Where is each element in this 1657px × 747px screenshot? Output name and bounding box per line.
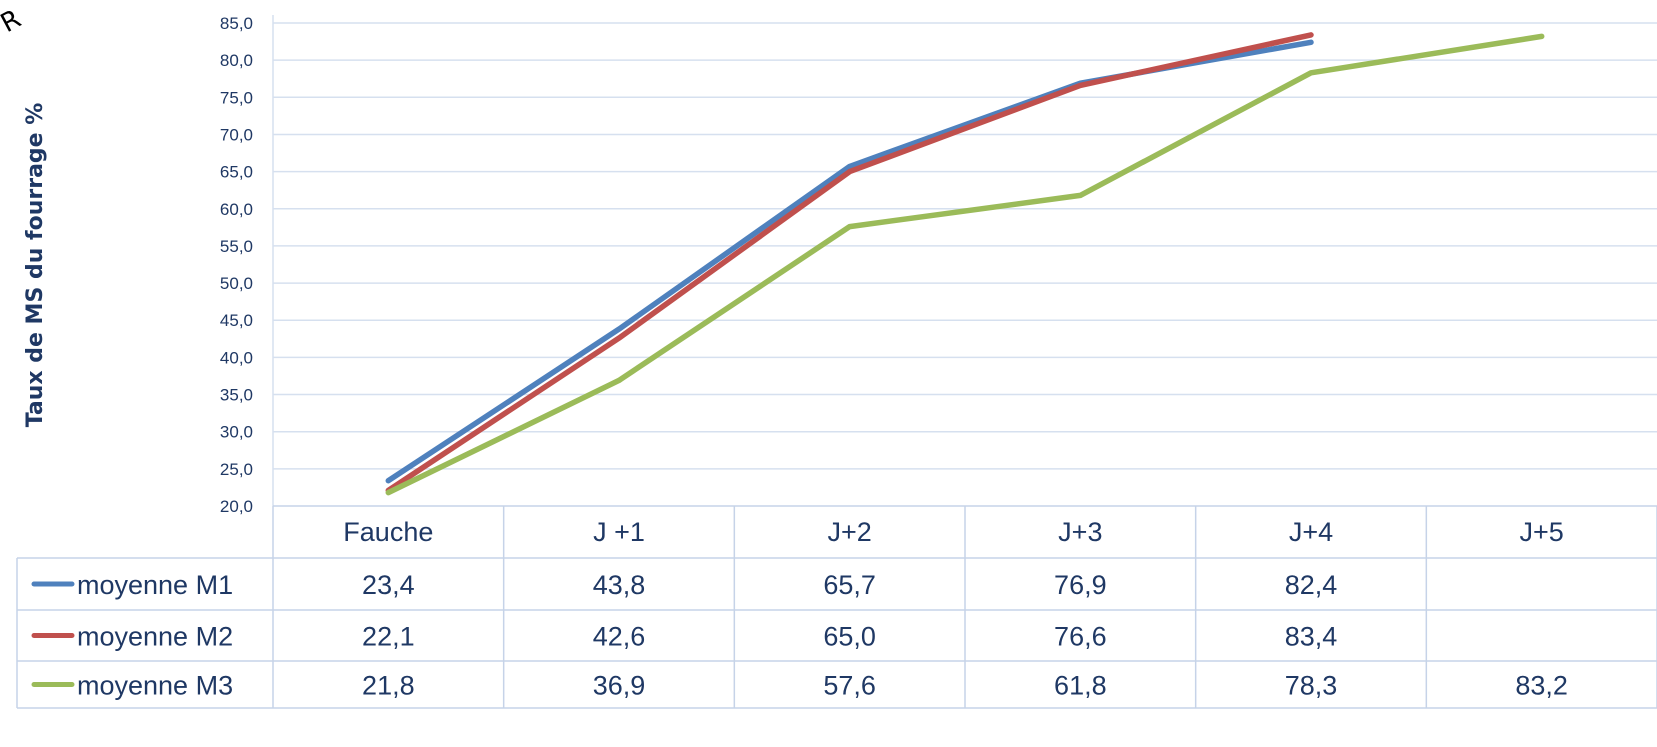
y-tick-label: 30,0 [220, 423, 253, 442]
corner-text: R [0, 4, 26, 39]
y-tick-label: 85,0 [220, 14, 253, 33]
data-cell: 57,6 [823, 671, 876, 701]
series-line [385, 32, 1314, 494]
data-cell: 76,6 [1054, 622, 1107, 652]
data-cell: 83,2 [1515, 671, 1568, 701]
y-tick-label: 45,0 [220, 311, 253, 330]
series-name: moyenne M1 [77, 570, 233, 600]
data-cell: 23,4 [362, 570, 415, 600]
y-tick-label: 20,0 [220, 497, 253, 516]
category-label: J+2 [828, 517, 872, 547]
category-label: Fauche [343, 517, 433, 547]
gridlines [272, 15, 1657, 506]
category-label: J+3 [1058, 517, 1102, 547]
data-cell: 42,6 [593, 622, 646, 652]
data-cell: 61,8 [1054, 671, 1107, 701]
data-cell: 82,4 [1285, 570, 1338, 600]
data-cell: 83,4 [1285, 622, 1338, 652]
y-tick-label: 25,0 [220, 460, 253, 479]
data-cell: 43,8 [593, 570, 646, 600]
data-cell: 21,8 [362, 671, 415, 701]
y-tick-label: 75,0 [220, 88, 253, 107]
data-cell: 65,7 [823, 570, 876, 600]
data-cell: 76,9 [1054, 570, 1107, 600]
data-cell: 65,0 [823, 622, 876, 652]
y-tick-label: 80,0 [220, 51, 253, 70]
data-cell: 36,9 [593, 671, 646, 701]
data-table: Fauche J +1 J+2 J+3 J+4 J+5 moyenne M1 23,4 43,8… [16, 505, 1657, 709]
data-cell: 22,1 [362, 622, 415, 652]
series-name: moyenne M2 [77, 622, 233, 652]
series-lines [385, 32, 1545, 496]
y-tick-label: 50,0 [220, 274, 253, 293]
y-tick-label: 55,0 [220, 237, 253, 256]
data-cell: 78,3 [1285, 671, 1338, 701]
series-name: moyenne M3 [77, 671, 233, 701]
category-label: J+5 [1520, 517, 1564, 547]
category-label: J +1 [593, 517, 645, 547]
series-line [385, 39, 1314, 484]
series-line [385, 33, 1545, 496]
y-axis-ticks: 20,0 25,0 30,0 35,0 40,0 45,0 50,0 55,0 60,0 65,0… [220, 14, 253, 516]
y-tick-label: 60,0 [220, 200, 253, 219]
y-tick-label: 40,0 [220, 348, 253, 367]
category-label: J+4 [1289, 517, 1333, 547]
y-axis-label: Taux de MS du fourrage % [23, 103, 48, 428]
y-tick-label: 35,0 [220, 386, 253, 405]
y-tick-label: 70,0 [220, 125, 253, 144]
y-tick-label: 65,0 [220, 163, 253, 182]
